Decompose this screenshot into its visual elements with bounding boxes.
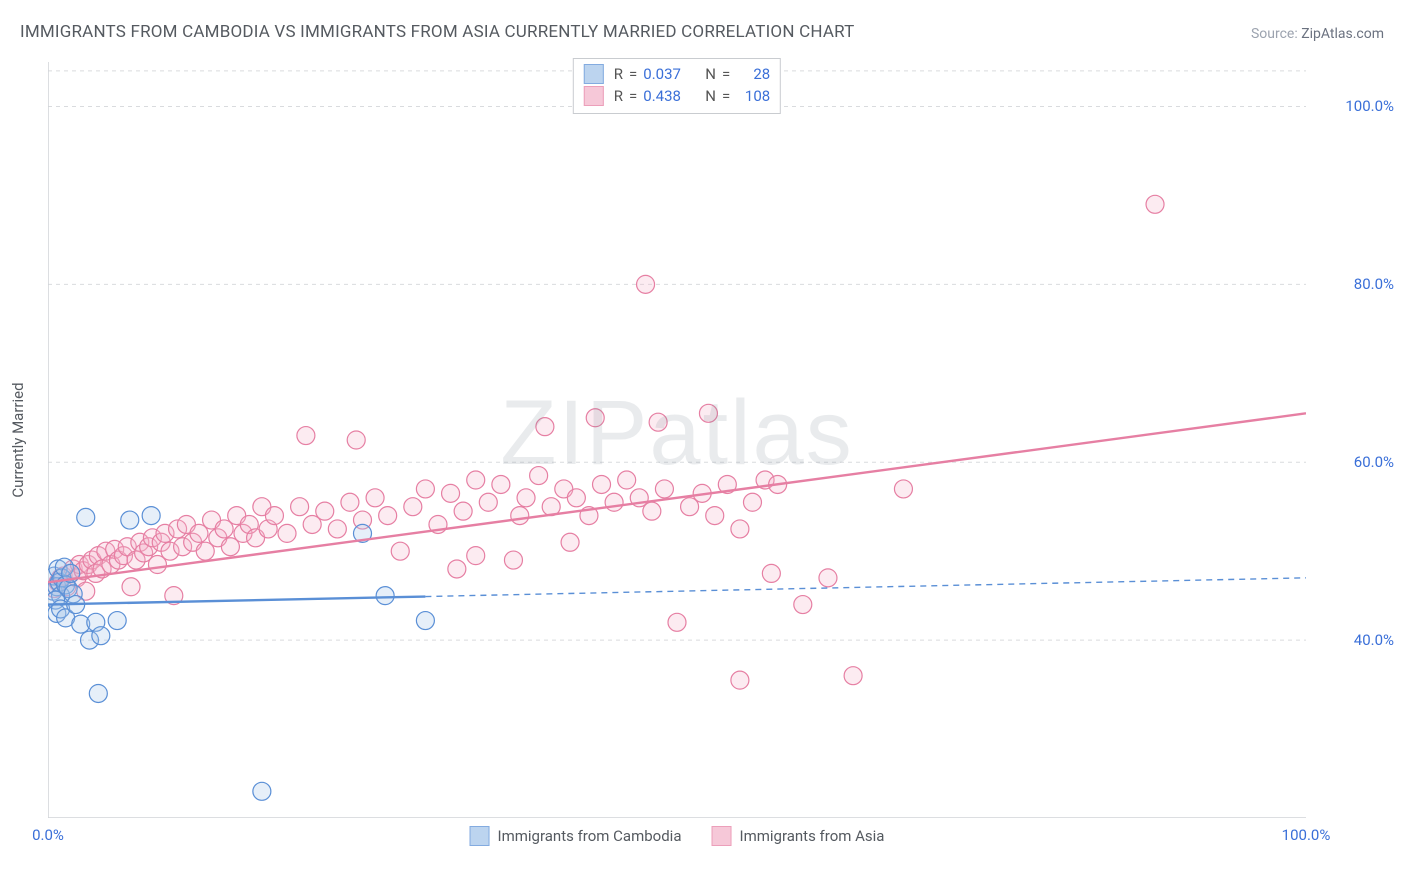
x-axis-min-label: 0.0% [32,826,64,844]
y-tick-label: 80.0% [1314,275,1394,293]
plot-area: Currently Married ZIPatlas R= 0.037 N= 2… [48,62,1306,818]
y-tick-label: 60.0% [1314,453,1394,471]
y-axis-label: Currently Married [9,382,27,497]
stats-n-cambodia: 28 [736,65,770,83]
legend-item-cambodia: Immigrants from Cambodia [470,826,682,846]
x-axis-max-label: 100.0% [1282,826,1331,844]
y-tick-label: 40.0% [1314,631,1394,649]
swatch-cambodia [584,64,604,84]
legend-label-cambodia: Immigrants from Cambodia [498,827,682,845]
legend-item-asia: Immigrants from Asia [711,826,884,846]
swatch-asia-icon [711,826,731,846]
stats-row-asia: R= 0.438 N= 108 [584,85,770,107]
legend-label-asia: Immigrants from Asia [739,827,884,845]
source-attribution: Source: ZipAtlas.com [1251,26,1384,42]
bottom-legend: Immigrants from Cambodia Immigrants from… [470,826,885,846]
source-name: ZipAtlas.com [1301,26,1384,42]
page-root: IMMIGRANTS FROM CAMBODIA VS IMMIGRANTS F… [0,0,1406,892]
scatter-svg [48,62,1306,818]
source-label: Source: [1251,26,1298,42]
swatch-asia [584,86,604,106]
stats-r-asia: 0.438 [643,87,695,105]
stats-r-cambodia: 0.037 [643,65,695,83]
chart-title: IMMIGRANTS FROM CAMBODIA VS IMMIGRANTS F… [20,22,854,42]
stats-row-cambodia: R= 0.037 N= 28 [584,63,770,85]
swatch-cambodia-icon [470,826,490,846]
stats-n-asia: 108 [736,87,770,105]
stats-legend-box: R= 0.037 N= 28 R= 0.438 N= 108 [573,58,781,114]
y-tick-label: 100.0% [1314,97,1394,115]
